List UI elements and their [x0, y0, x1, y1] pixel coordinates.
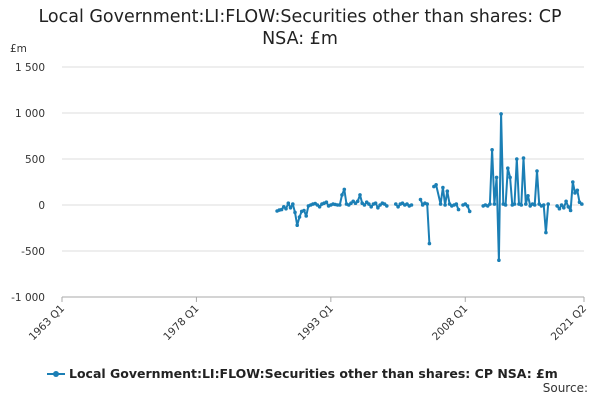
chart-title: Local Government:LI:FLOW:Securities othe… — [0, 6, 600, 50]
x-tick-label: 2008 Q1 — [430, 303, 470, 343]
data-point[interactable] — [519, 203, 524, 207]
data-point[interactable] — [580, 202, 584, 206]
data-point[interactable] — [427, 241, 432, 246]
source-label: Source: — [542, 381, 588, 395]
data-point[interactable] — [490, 148, 494, 152]
data-point[interactable] — [441, 185, 445, 190]
chart-title-line-2: NSA: £m — [262, 29, 338, 49]
y-tick-label: -1 000 — [11, 292, 45, 304]
data-point[interactable] — [396, 205, 400, 209]
data-point[interactable] — [521, 156, 526, 160]
data-point[interactable] — [515, 157, 519, 161]
data-point[interactable] — [465, 204, 470, 208]
x-tick-label: 2021 Q2 — [549, 303, 589, 343]
data-point[interactable] — [456, 207, 461, 212]
data-point[interactable] — [566, 205, 571, 209]
data-point[interactable] — [467, 209, 472, 214]
data-point[interactable] — [571, 180, 575, 184]
legend[interactable]: Local Government:LI:FLOW:Securities othe… — [47, 366, 558, 381]
data-point[interactable] — [385, 204, 389, 208]
data-point[interactable] — [445, 189, 450, 193]
data-point[interactable] — [488, 202, 492, 206]
data-point[interactable] — [559, 203, 564, 207]
data-point[interactable] — [494, 175, 499, 180]
data-point[interactable] — [317, 205, 322, 209]
series-line — [482, 112, 550, 262]
data-point[interactable] — [499, 112, 503, 116]
data-point[interactable] — [373, 201, 378, 205]
legend-label: Local Government:LI:FLOW:Securities othe… — [69, 366, 558, 381]
data-point[interactable] — [394, 202, 398, 206]
data-point[interactable] — [497, 258, 501, 263]
data-point[interactable] — [355, 199, 360, 204]
data-point[interactable] — [508, 175, 512, 180]
data-point[interactable] — [342, 187, 347, 192]
data-point[interactable] — [546, 202, 550, 206]
data-point[interactable] — [338, 203, 342, 207]
data-point[interactable] — [573, 191, 577, 195]
data-point[interactable] — [443, 203, 447, 207]
x-tick-label: 1993 Q1 — [296, 303, 336, 343]
data-point[interactable] — [291, 202, 295, 206]
data-point[interactable] — [286, 201, 291, 205]
y-tick-label: 1 500 — [15, 62, 45, 74]
y-tick-label: -500 — [21, 246, 45, 258]
legend-line-marker-icon — [47, 367, 65, 381]
data-point[interactable] — [367, 202, 371, 206]
data-point[interactable] — [376, 206, 380, 210]
data-point[interactable] — [358, 193, 362, 197]
data-point[interactable] — [503, 203, 508, 207]
data-point[interactable] — [297, 215, 302, 219]
data-point[interactable] — [532, 203, 537, 207]
data-point[interactable] — [302, 208, 306, 213]
gridlines — [62, 66, 584, 298]
data-point[interactable] — [324, 200, 329, 204]
data-point[interactable] — [409, 203, 414, 207]
x-tick-label: 1978 Q1 — [161, 303, 201, 343]
data-point[interactable] — [555, 204, 559, 208]
data-point[interactable] — [295, 223, 300, 227]
data-point[interactable] — [362, 203, 367, 207]
data-point[interactable] — [557, 206, 562, 211]
data-point[interactable] — [564, 199, 568, 204]
y-tick-label: 0 — [38, 200, 45, 212]
data-point[interactable] — [454, 202, 459, 206]
data-point[interactable] — [492, 202, 497, 206]
data-point[interactable] — [288, 206, 293, 210]
data-point[interactable] — [535, 169, 539, 173]
data-point[interactable] — [284, 206, 288, 211]
data-point[interactable] — [512, 202, 517, 206]
data-point[interactable] — [434, 183, 438, 187]
y-unit-label: £m — [10, 43, 27, 55]
data-point[interactable] — [438, 202, 443, 206]
data-point[interactable] — [541, 203, 546, 207]
chart-title-line-1: Local Government:LI:FLOW:Securities othe… — [38, 7, 562, 27]
data-point[interactable] — [526, 194, 530, 198]
data-point[interactable] — [304, 214, 309, 218]
data-point[interactable] — [524, 202, 528, 206]
data-point[interactable] — [279, 207, 284, 212]
x-tick-label: 1963 Q1 — [27, 303, 67, 343]
data-point[interactable] — [425, 202, 430, 206]
data-point[interactable] — [506, 166, 510, 170]
data-point[interactable] — [340, 193, 344, 197]
data-point[interactable] — [293, 210, 297, 215]
data-point[interactable] — [544, 230, 548, 235]
series-group — [275, 112, 584, 263]
y-tick-label: 1 000 — [15, 108, 45, 120]
data-point[interactable] — [562, 206, 566, 210]
data-point[interactable] — [418, 197, 423, 202]
data-point[interactable] — [568, 208, 573, 213]
data-point[interactable] — [369, 205, 374, 209]
data-point[interactable] — [575, 188, 580, 193]
y-tick-label: 500 — [25, 154, 45, 166]
